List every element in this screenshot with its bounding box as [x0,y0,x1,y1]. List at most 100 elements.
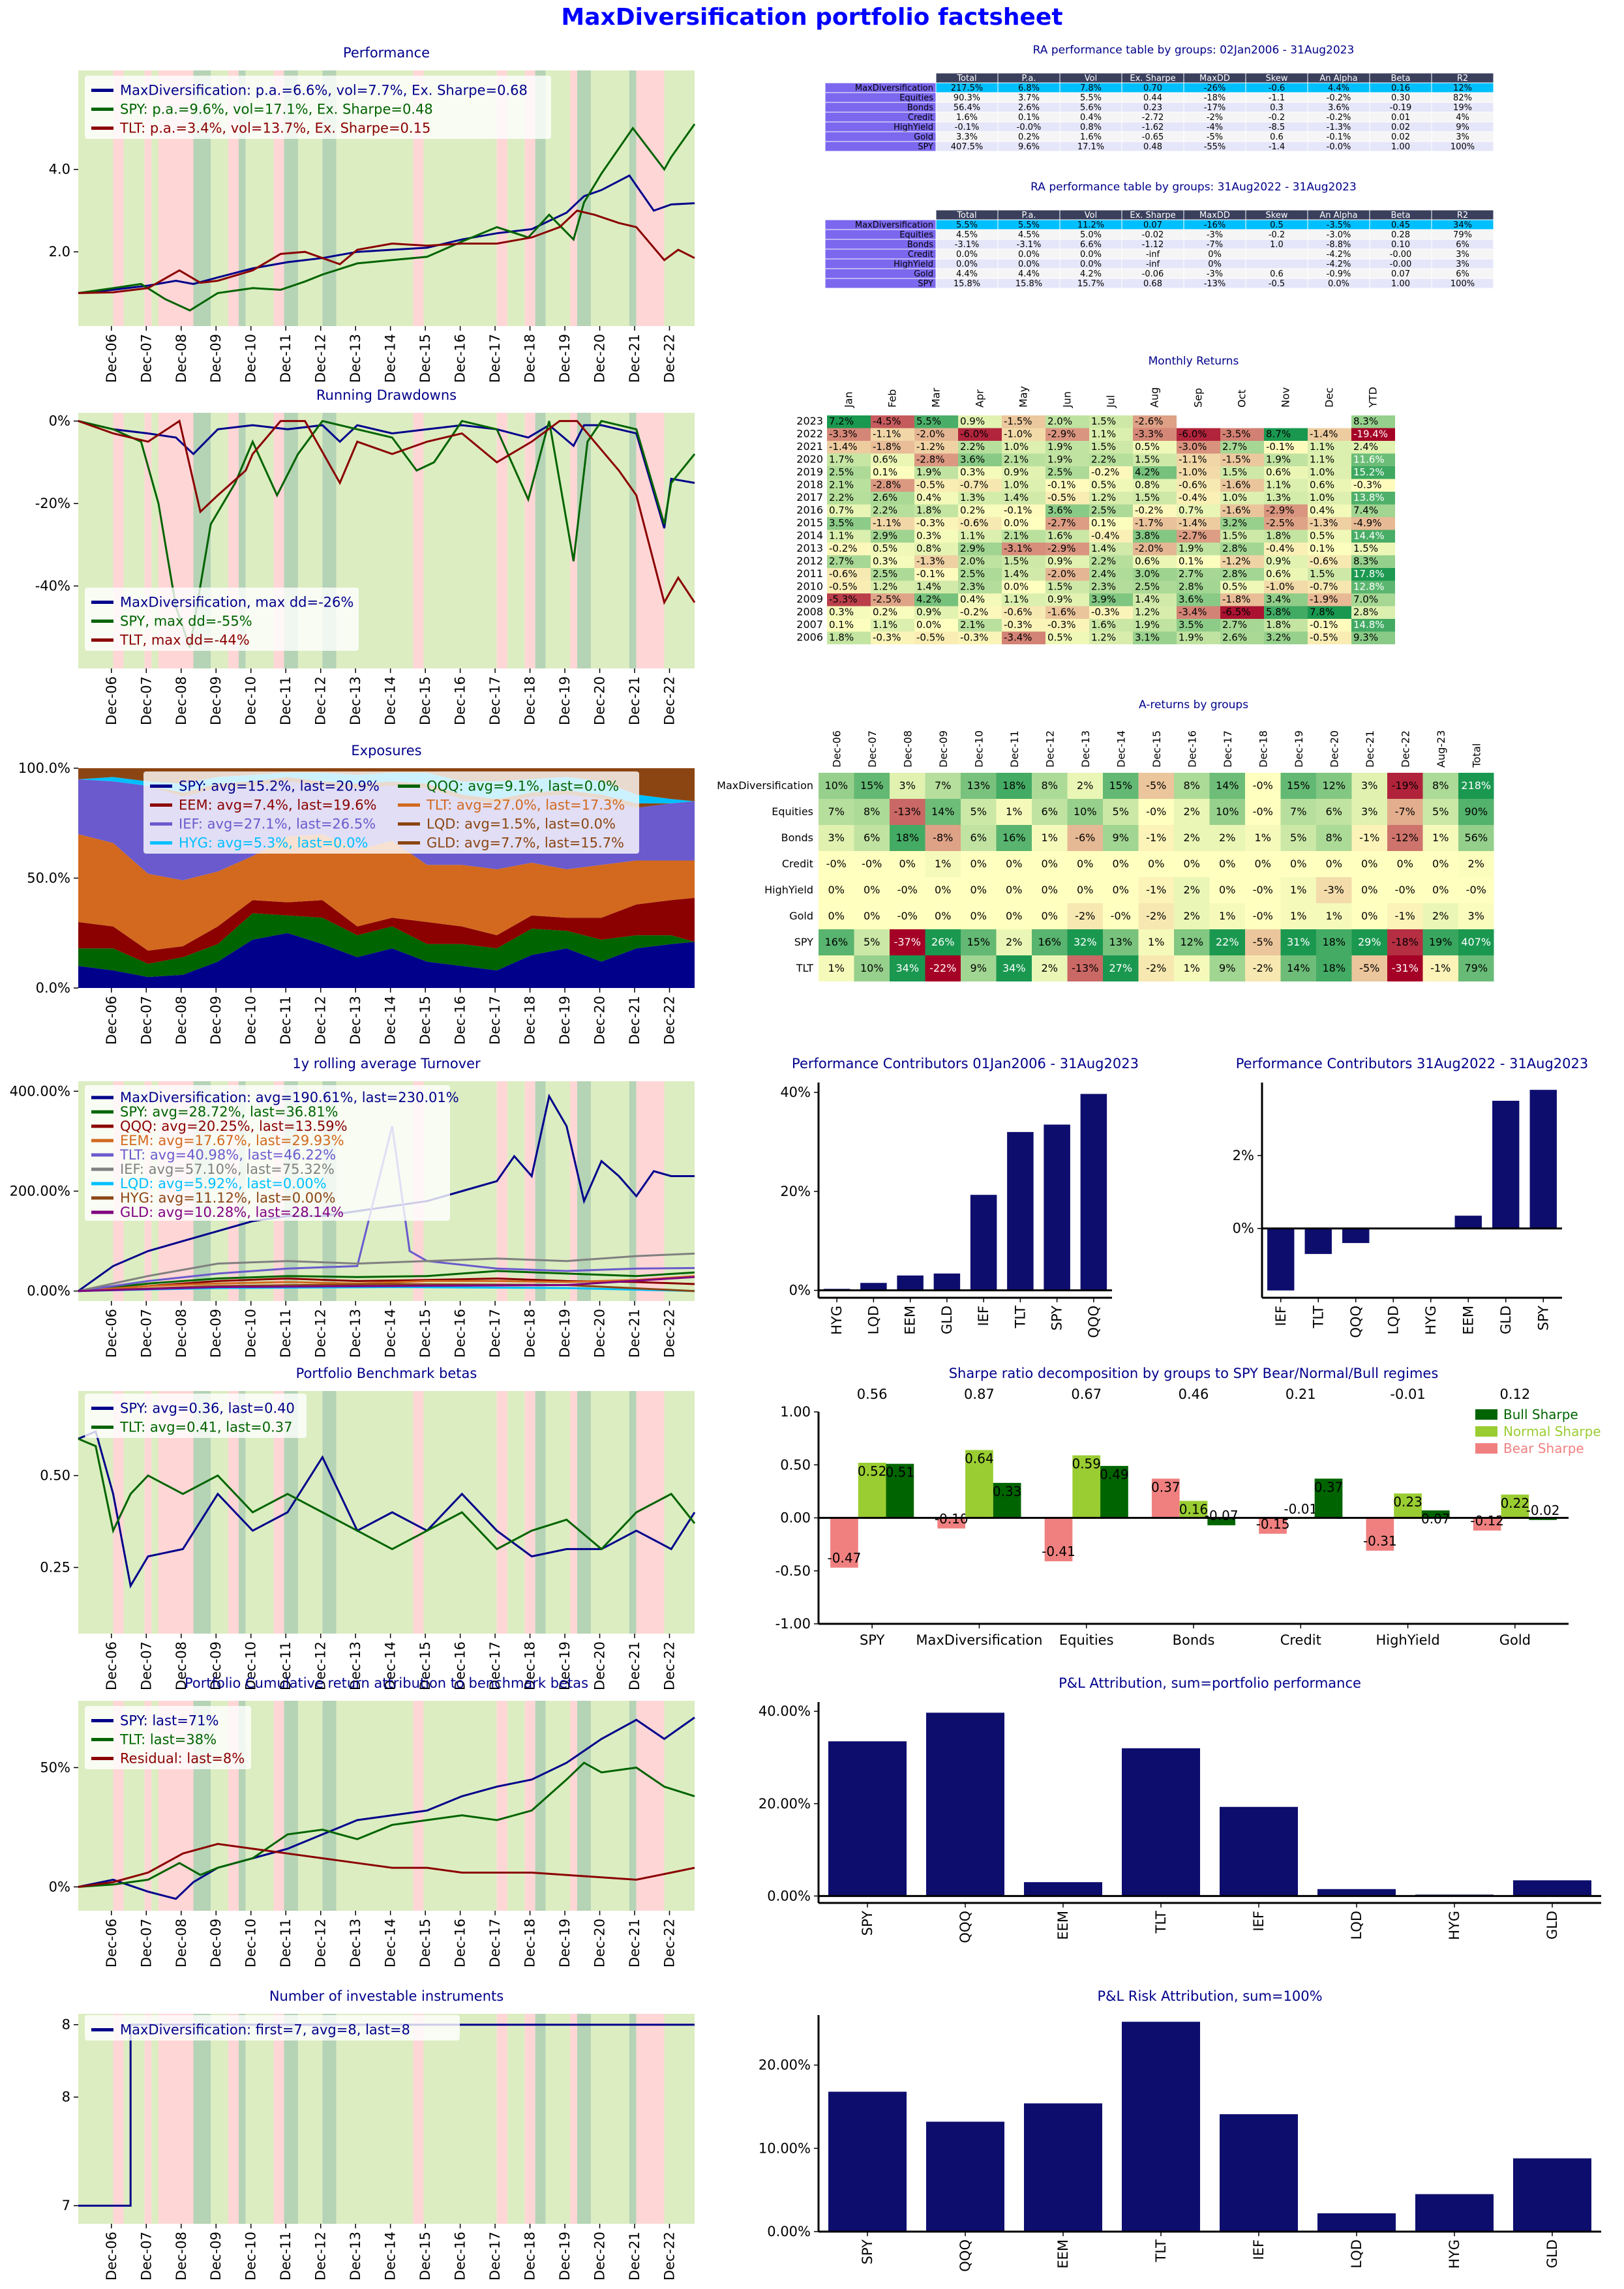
heatmap-cell-value: 27% [1109,962,1132,974]
table-cell-value: -0.65 [1142,132,1164,142]
heatmap-cell-value: 7.0% [1353,593,1378,605]
heatmap-cell [1045,517,1089,530]
heatmap-cell [1308,631,1351,644]
heatmap-cell [1089,453,1133,466]
heatmap-cell [1045,530,1089,543]
table-cell-value: -1.1 [1269,93,1285,103]
y-tick-label: 0.50 [780,1457,811,1473]
table-cell-value: 0.70 [1143,83,1162,93]
heatmap-cell-value: 0% [935,884,951,896]
heatmap-cell [1351,568,1395,581]
heatmap-cell-value: 1% [1042,831,1058,844]
table-cell-value: -1.3% [1327,123,1351,132]
heatmap-cell-value: 0.5% [1091,479,1116,491]
heatmap-cell [1177,593,1220,606]
heatmap-cell [1089,631,1133,644]
heatmap-cell-value: 9% [1113,831,1129,844]
heatmap-cell-value: -0.2% [1135,505,1164,516]
heatmap-cell-value: 4.2% [916,593,941,605]
regime-band-normal [423,413,497,668]
monthly-returns-table: Monthly Returns Jan Feb Mar Apr May Jun Jul Aug S… [796,355,1395,644]
x-tick-label: IEF [1273,1306,1289,1326]
legend-swatch [1475,1409,1497,1420]
heatmap-cell-value: 0.3% [960,466,985,478]
heatmap-cell [1209,825,1245,851]
heatmap-cell [1209,929,1245,955]
heatmap-cell [1089,568,1133,581]
heatmap-cell-value: -18% [1392,936,1419,948]
heatmap-cell-value: 2.6% [1222,632,1247,644]
heatmap-cell-value: 1.0% [1310,492,1334,503]
heatmap-cell [1067,903,1103,929]
legend: SPY: avg=15.2%, last=20.9% QQQ: avg=9.1%,… [143,771,639,854]
heatmap-cell [1103,929,1139,955]
heatmap-cell [1316,773,1352,799]
heatmap-cell [1138,773,1174,799]
bar-gld [933,1273,961,1291]
heatmap-cell [925,955,961,981]
bar-spy [1529,1090,1557,1229]
bar-value-label: 0.23 [1393,1494,1422,1510]
x-tick-label: SPY [1049,1306,1065,1331]
legend-label: QQQ: avg=9.1%, last=0.0% [427,779,619,794]
heatmap-cell-value: 0.9% [1266,556,1291,567]
heatmap-cell-value: 1.1% [1004,593,1029,605]
heatmap-cell [958,517,1002,530]
regime-band-bear [413,1701,424,1911]
legend-label: SPY: p.a.=9.6%, vol=17.1%, Ex. Sharpe=0.… [120,102,433,117]
heatmap-cell [1264,504,1308,517]
heatmap-cell [819,851,854,877]
heatmap-cell [1002,593,1045,606]
heatmap-cell [1089,543,1133,556]
regime-band-bear [144,413,152,668]
x-tick-label: Dec-13 [348,334,363,383]
heatmap-cell-value: 3% [828,831,845,844]
heatmap-cell [890,799,925,825]
heatmap-cell-value: 0.2% [873,606,897,618]
heatmap-cell [958,555,1002,568]
heatmap-cell [1316,799,1352,825]
bar-qqq [926,2121,1004,2232]
heatmap-cell-value: 2.2% [829,492,854,503]
bar-eem [1454,1216,1482,1229]
heatmap-cell [1089,517,1133,530]
x-tick-label: Dec-14 [383,996,398,1045]
heatmap-cell-value: 1.4% [1135,593,1160,605]
heatmap-cell-value: -0% [897,884,918,896]
column-header: Aug-23 [1435,730,1447,768]
column-header: May [1017,386,1030,408]
heatmap-cell-value: 0.4% [916,492,941,503]
regime-band-bear [524,1081,535,1301]
heatmap-cell [1264,441,1308,454]
table-row-label: HighYield [894,123,933,132]
table-cell-value: -2.72 [1142,113,1164,123]
regime-band-bear [228,1391,239,1634]
heatmap-cell-value: 1.5% [1222,466,1247,478]
heatmap-cell-value: -0.6% [1004,606,1032,618]
bar-qqq [926,1713,1004,1896]
legend-label: SPY, max dd=-55% [120,614,252,629]
heatmap-cell-value: 18% [1322,962,1346,974]
heatmap-cell-value: 1.1% [1310,454,1334,466]
x-tick-label: Dec-06 [104,996,119,1045]
heatmap-cell [1351,877,1387,903]
heatmap-cell-value: -0.5% [916,632,945,644]
heatmap-cell [1458,929,1494,955]
bar-spy [1044,1124,1070,1291]
heatmap-cell-value: 0% [1006,910,1022,922]
heatmap-cell [827,593,871,606]
x-tick-label: Dec-22 [661,1309,677,1358]
heatmap-cell [961,877,997,903]
heatmap-cell [1002,504,1045,517]
table-cell-value: 79% [1453,230,1472,240]
bar-normal-sharpe [1072,1455,1101,1518]
bar-qqq [1342,1228,1370,1244]
heatmap-cell-value: -1.0% [1004,428,1032,440]
x-tick-label: Dec-06 [104,1641,119,1690]
table-cell-value: 15.8% [954,279,980,289]
heatmap-cell-value: 18% [1322,936,1346,948]
heatmap-cell [871,441,914,454]
heatmap-cell [1316,825,1352,851]
table-cell-value: -8.8% [1327,240,1351,250]
x-tick-label: IEF [1251,1911,1267,1932]
